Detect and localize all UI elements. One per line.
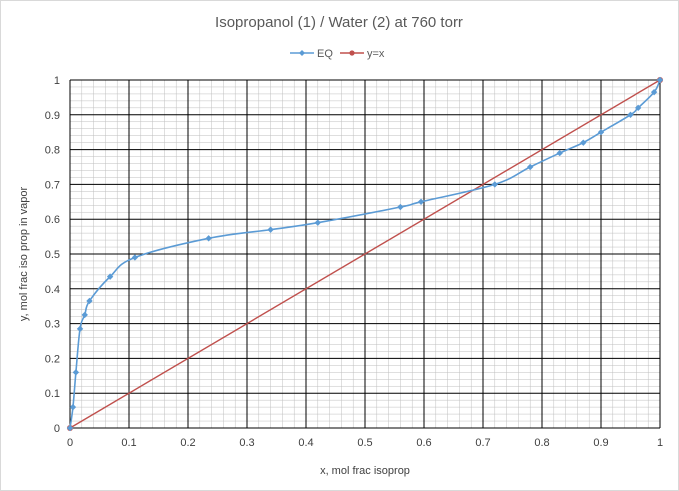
series-eq-point xyxy=(267,226,274,233)
series-eq-point xyxy=(417,198,425,205)
x-tick-label: 0.3 xyxy=(239,437,254,449)
legend-eq-label: EQ xyxy=(317,48,333,60)
series-eq-point xyxy=(580,139,587,146)
x-tick-label: 0 xyxy=(67,437,73,449)
legend-eq-marker xyxy=(299,50,305,56)
x-tick-label: 0.9 xyxy=(593,437,608,449)
y-tick-label: 0.8 xyxy=(45,145,60,157)
series-eq-point xyxy=(556,149,563,157)
series-eq-point xyxy=(106,273,114,280)
x-tick-label: 1 xyxy=(657,437,663,449)
chart-title: Isopropanol (1) / Water (2) at 760 torr xyxy=(215,14,463,31)
y-tick-label: 0 xyxy=(54,423,60,435)
y-tick-label: 0.1 xyxy=(45,388,60,400)
series-eq-point xyxy=(86,297,93,305)
y-tick-label: 0.3 xyxy=(45,319,60,331)
x-tick-label: 0.4 xyxy=(298,437,313,449)
series-eq-point xyxy=(205,235,212,242)
x-axis-title: x, mol frac isoprop xyxy=(320,465,410,477)
series-eq-point xyxy=(491,181,498,188)
x-tick-label: 0.1 xyxy=(121,437,136,449)
y-axis-title: y, mol frac iso prop in vapor xyxy=(18,187,30,322)
series-eq-point xyxy=(66,424,74,432)
y-tick-label: 0.4 xyxy=(45,284,60,296)
series-eq-point xyxy=(81,311,88,319)
series-eq-point xyxy=(650,88,658,96)
x-tick-label: 0.5 xyxy=(357,437,372,449)
legend-yx-marker xyxy=(349,50,355,56)
series-eq-point xyxy=(314,219,321,226)
y-tick-label: 0.5 xyxy=(45,249,60,261)
series-eq-point xyxy=(527,163,534,171)
series-eq-point xyxy=(634,104,642,112)
series-eq-point xyxy=(131,254,139,261)
legend-entry-yx: y=x xyxy=(340,48,385,60)
series-eq-point xyxy=(76,325,84,333)
series-eq-point xyxy=(597,129,605,136)
y-tick-label: 0.9 xyxy=(45,110,60,122)
y-tick-label: 0.2 xyxy=(45,353,60,365)
legend-yx-label: y=x xyxy=(367,48,385,60)
x-tick-label: 0.6 xyxy=(416,437,431,449)
series-eq-point xyxy=(656,76,664,84)
series-eq-point xyxy=(69,403,77,411)
series-yx-line xyxy=(69,79,661,429)
series-eq-line xyxy=(69,79,661,429)
y-tick-label: 0.6 xyxy=(45,214,60,226)
y-tick-label: 0.7 xyxy=(45,179,60,191)
plot-area: 0 0.1 0.2 0.3 0.4 0.5 0.6 0.7 0.8 0.9 1 0 0.1 0.2 0.3 0… xyxy=(45,75,664,449)
legend: EQ y=x xyxy=(290,48,385,60)
series-eq-point xyxy=(72,369,80,376)
series-eq-point xyxy=(627,111,634,118)
series-eq-point xyxy=(397,203,404,211)
x-tick-label: 0.7 xyxy=(475,437,490,449)
legend-entry-eq: EQ xyxy=(290,48,333,60)
y-tick-label: 1 xyxy=(54,75,60,87)
x-tick-label: 0.2 xyxy=(180,437,195,449)
x-tick-label: 0.8 xyxy=(534,437,549,449)
